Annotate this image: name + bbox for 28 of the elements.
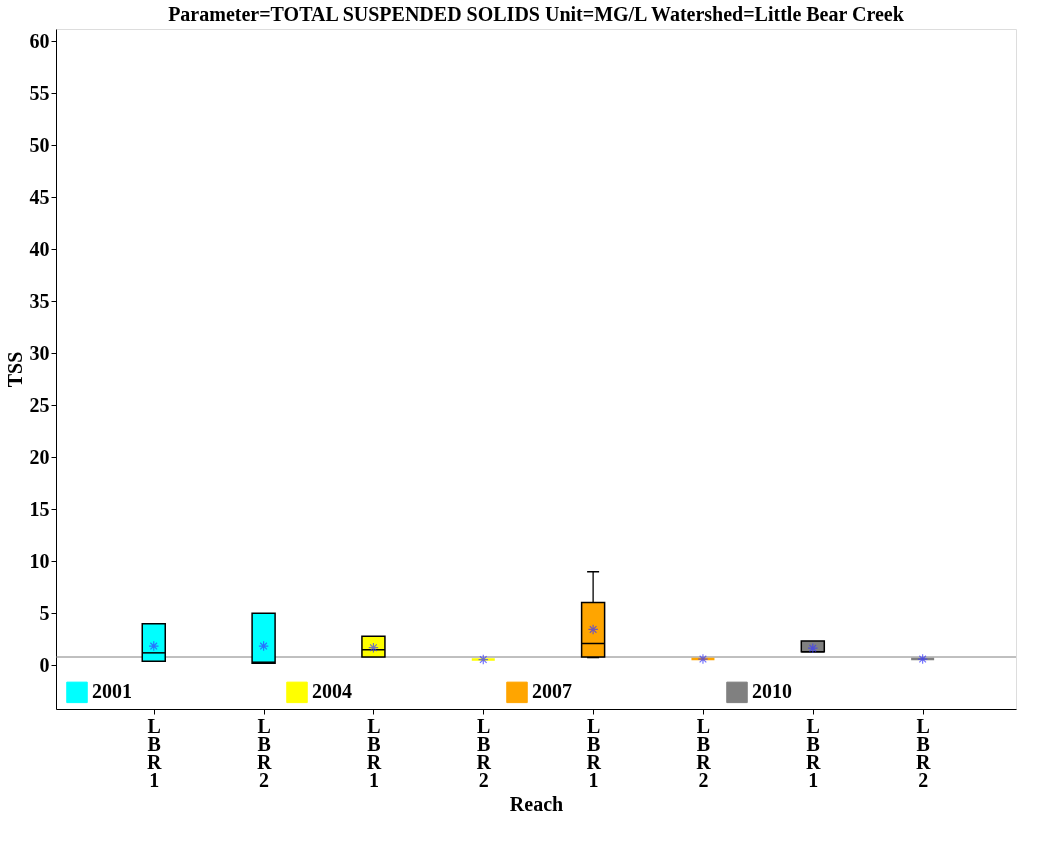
y-tick-label: 40 bbox=[29, 237, 50, 260]
y-tick-label: 0 bbox=[39, 653, 50, 676]
x-tick-label: LBR1 bbox=[147, 714, 163, 791]
legend-label: 2010 bbox=[752, 680, 792, 703]
y-tick-label: 55 bbox=[29, 81, 50, 104]
x-tick-label: LBR1 bbox=[366, 714, 382, 791]
y-tick-label: 30 bbox=[29, 341, 50, 364]
x-tick-label: LBR2 bbox=[256, 714, 272, 791]
y-tick-label: 10 bbox=[29, 549, 50, 572]
legend-label: 2007 bbox=[532, 680, 572, 703]
legend-label: 2001 bbox=[92, 680, 132, 703]
x-tick-label: LBR1 bbox=[806, 714, 822, 791]
y-tick-label: 20 bbox=[29, 445, 50, 468]
x-tick-label: LBR2 bbox=[915, 714, 931, 791]
y-axis-title: TSS bbox=[3, 351, 26, 388]
y-tick-label: 45 bbox=[29, 185, 50, 208]
y-tick-label: 50 bbox=[29, 133, 50, 156]
y-tick-label: 35 bbox=[29, 289, 50, 312]
x-tick-label: LBR2 bbox=[696, 714, 712, 791]
y-tick-label: 5 bbox=[39, 601, 50, 624]
y-tick-label: 15 bbox=[29, 497, 50, 520]
legend-label: 2004 bbox=[312, 680, 352, 703]
x-tick-label: LBR1 bbox=[586, 714, 602, 791]
x-tick-label: LBR2 bbox=[476, 714, 492, 791]
y-tick-label: 25 bbox=[29, 393, 50, 416]
chart-title: Parameter=TOTAL SUSPENDED SOLIDS Unit=MG/L Watershed=Little Bear Creek bbox=[168, 3, 905, 25]
x-axis-title: Reach bbox=[509, 792, 564, 815]
y-tick-label: 60 bbox=[29, 29, 50, 52]
